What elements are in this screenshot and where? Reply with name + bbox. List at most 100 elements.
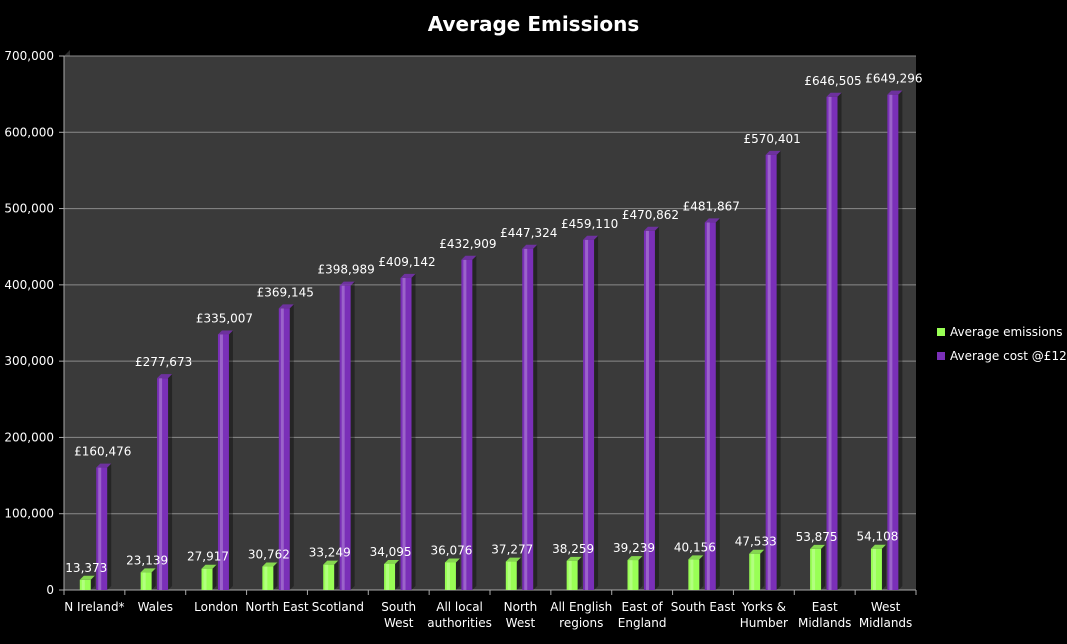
data-label-emissions: 40,156 (674, 540, 716, 554)
bar-cost (826, 96, 838, 590)
data-label-cost: £447,324 (500, 226, 557, 240)
bar-cost-top (704, 218, 720, 223)
x-tick-label: England (618, 616, 667, 630)
bar-cost-top (826, 92, 842, 97)
bar-emissions-side (151, 568, 156, 590)
bar-emissions-highlight (446, 562, 450, 590)
bar-cost-top (765, 150, 781, 155)
data-label-cost: £160,476 (74, 445, 131, 459)
bar-cost-side (411, 273, 416, 590)
bar-emissions-highlight (690, 559, 694, 590)
data-label-cost: £470,862 (622, 208, 679, 222)
bar-emissions-top (323, 560, 339, 565)
y-tick-label: 700,000 (4, 49, 54, 63)
bar-cost-side (715, 218, 720, 591)
bar-emissions-highlight (264, 566, 268, 590)
bar-cost-top (278, 304, 294, 309)
bar-cost (400, 277, 412, 590)
y-tick-label: 600,000 (4, 125, 54, 139)
bar-emissions-side (577, 556, 582, 590)
bar-cost (339, 285, 351, 590)
data-label-emissions: 53,875 (796, 530, 838, 544)
x-tick-label: authorities (427, 616, 492, 630)
bar-cost-highlight (280, 308, 284, 590)
x-tick-label: East of (622, 600, 664, 614)
x-tick-label: East (812, 600, 838, 614)
x-tick-label: West (871, 600, 901, 614)
bar-emissions (749, 553, 761, 590)
bar-emissions-side (638, 556, 643, 590)
bar-emissions-side (273, 562, 278, 590)
data-label-cost: £409,142 (378, 255, 435, 269)
bar-emissions (201, 568, 213, 590)
bar-emissions-highlight (325, 564, 329, 590)
bar-cost (96, 467, 108, 590)
y-tick-label: 100,000 (4, 507, 54, 521)
bar-cost-top (643, 226, 659, 231)
bar-cost-highlight (706, 222, 710, 591)
bar-cost-highlight (159, 378, 163, 590)
bar-emissions-top (444, 558, 460, 563)
bar-cost (887, 94, 899, 591)
bar-cost-highlight (645, 230, 649, 590)
x-tick-label: North (504, 600, 538, 614)
bar-emissions (870, 548, 882, 590)
bar-emissions (262, 566, 274, 590)
bar-emissions-top (79, 575, 95, 580)
bar-cost-highlight (219, 334, 223, 590)
bar-cost-side (898, 90, 903, 591)
bar-emissions-side (212, 564, 217, 590)
bar-emissions-side (455, 558, 460, 590)
bar-emissions (688, 559, 700, 590)
data-label-emissions: 23,139 (126, 553, 168, 567)
bar-cost-side (654, 226, 659, 590)
bar-cost-highlight (341, 285, 345, 590)
bar-cost-top (887, 90, 903, 95)
bar-cost (704, 222, 716, 591)
bar-emissions-top (870, 544, 886, 549)
bar-emissions-side (90, 575, 95, 590)
data-label-emissions: 30,762 (248, 548, 290, 562)
x-tick-label: South East (671, 600, 736, 614)
bar-emissions-top (201, 564, 217, 569)
bar-emissions-top (810, 544, 826, 549)
x-tick-label: West (384, 616, 414, 630)
bar-cost-top (96, 463, 112, 468)
bar-emissions-top (749, 549, 765, 554)
data-label-cost: £459,110 (561, 217, 618, 231)
x-tick-label: Yorks & (741, 600, 786, 614)
bar-cost-highlight (767, 154, 771, 590)
bar-cost-side (168, 374, 173, 590)
data-label-emissions: 54,108 (856, 530, 898, 544)
legend-swatch-cost (937, 352, 945, 360)
bar-cost-side (776, 150, 781, 590)
bar-emissions (810, 548, 822, 590)
bar-emissions-top (627, 556, 643, 561)
data-label-emissions: 13,373 (65, 561, 107, 575)
bar-cost-side (350, 281, 355, 590)
data-label-emissions: 33,249 (309, 546, 351, 560)
bar-emissions (444, 562, 456, 590)
bar-emissions-top (688, 555, 704, 560)
data-label-emissions: 47,533 (735, 535, 777, 549)
bar-cost (522, 248, 534, 591)
data-label-emissions: 34,095 (370, 545, 412, 559)
bar-emissions-highlight (507, 561, 511, 590)
bar-emissions-side (760, 549, 765, 590)
bar-cost-top (461, 255, 477, 260)
bar-cost (157, 378, 169, 590)
data-label-cost: £646,505 (804, 74, 861, 88)
bar-emissions-highlight (812, 548, 816, 590)
bar-cost-highlight (828, 96, 832, 590)
bar-cost-highlight (402, 277, 406, 590)
bar-cost-side (533, 244, 538, 591)
bar-cost (583, 239, 595, 591)
data-label-emissions: 38,259 (552, 542, 594, 556)
data-label-cost: £481,867 (683, 199, 740, 213)
bar-emissions (505, 561, 517, 590)
bar-cost-top (583, 235, 599, 240)
chart-title: Average Emissions (427, 12, 640, 36)
data-label-cost: £277,673 (135, 355, 192, 369)
